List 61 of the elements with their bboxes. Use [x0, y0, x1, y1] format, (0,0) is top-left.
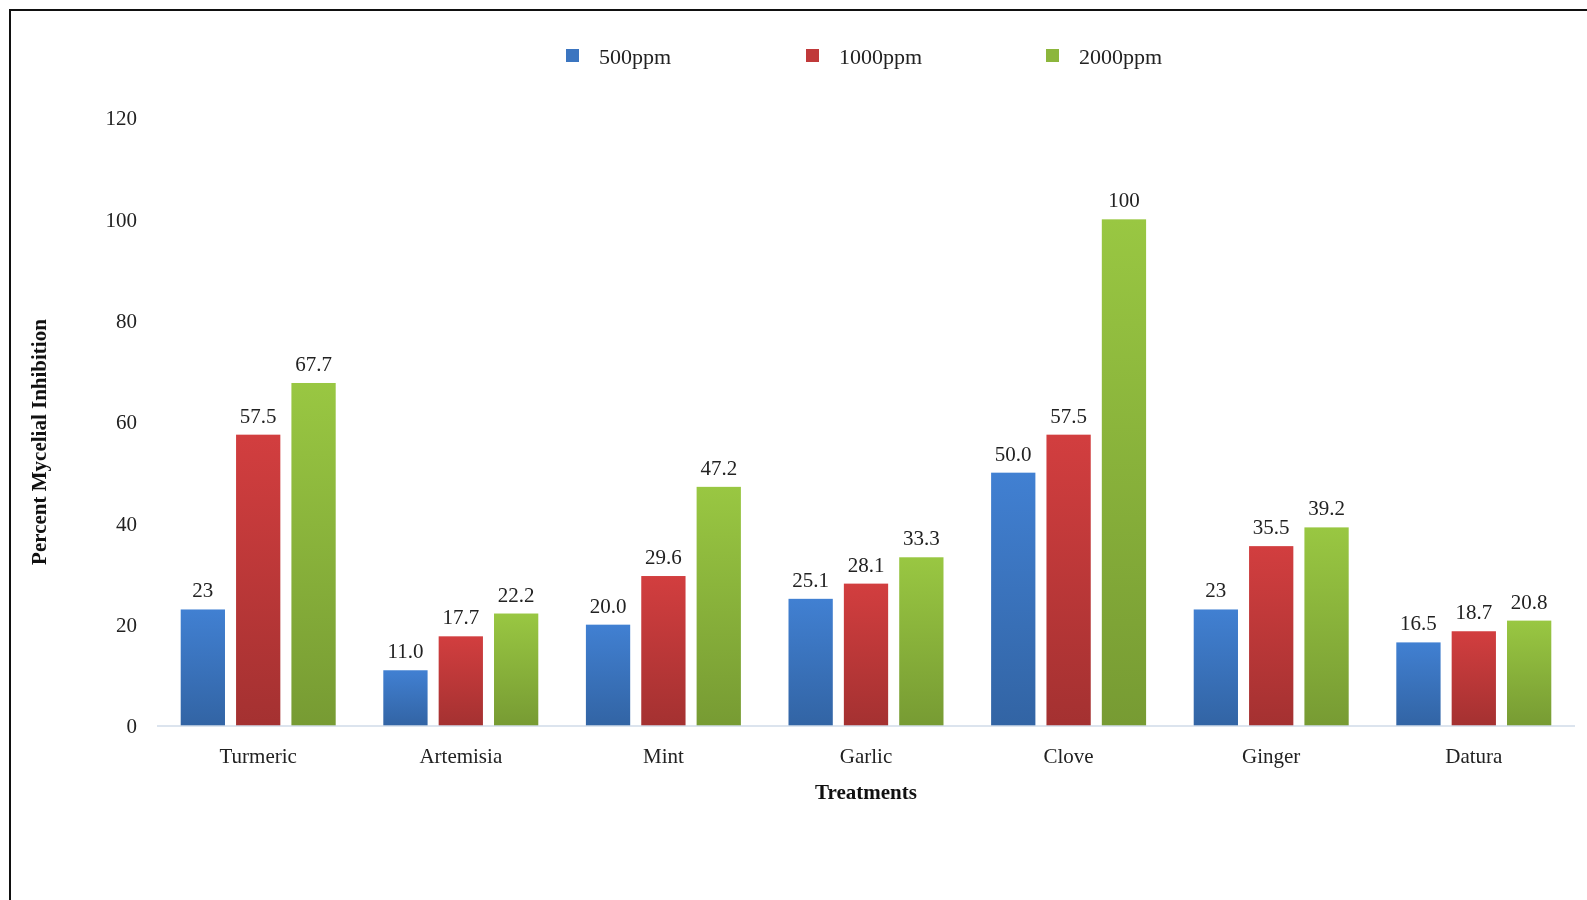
- bar: [1396, 642, 1441, 726]
- y-tick-label: 120: [105, 106, 137, 131]
- x-tick-label: Garlic: [839, 744, 893, 768]
- data-label: 17.7: [442, 605, 480, 630]
- bar: [899, 557, 944, 726]
- bar: [438, 636, 483, 726]
- data-label: 22.2: [497, 582, 535, 607]
- bar: [585, 624, 631, 726]
- bar: [1507, 620, 1552, 726]
- data-label: 20.8: [1510, 589, 1548, 614]
- bar: [991, 472, 1036, 726]
- y-tick-label: 0: [126, 714, 137, 739]
- bar: [236, 434, 281, 726]
- bar: [1304, 527, 1349, 726]
- bar: [180, 609, 225, 726]
- x-tick-label: Artemisia: [419, 744, 503, 768]
- data-label: 50.0: [994, 441, 1032, 466]
- bar: [641, 576, 686, 726]
- y-tick-label: 40: [116, 511, 137, 536]
- legend-label: 500ppm: [599, 43, 672, 69]
- bar: [494, 613, 539, 726]
- data-label: 100: [1108, 188, 1140, 213]
- data-label: 25.1: [792, 567, 830, 592]
- data-label: 28.1: [847, 552, 885, 577]
- data-label: 16.5: [1400, 611, 1437, 636]
- x-tick-label: Turmeric: [219, 744, 297, 768]
- x-tick-label: Ginger: [1242, 744, 1301, 768]
- data-label: 33.3: [902, 526, 940, 551]
- bar: [291, 382, 336, 726]
- y-tick-label: 80: [116, 309, 137, 334]
- data-label: 39.2: [1308, 496, 1345, 521]
- legend-label: 2000ppm: [1079, 43, 1163, 69]
- x-tick-label: Mint: [642, 744, 684, 768]
- bar: [788, 598, 833, 726]
- bar: [1101, 219, 1147, 726]
- data-label: 18.7: [1455, 600, 1493, 625]
- data-label: 23: [1205, 578, 1227, 603]
- data-label: 29.6: [645, 545, 682, 570]
- bar: [1193, 609, 1238, 726]
- bar: [383, 670, 428, 726]
- data-label: 35.5: [1252, 515, 1290, 540]
- data-label: 11.0: [387, 639, 424, 664]
- data-label: 23: [192, 578, 214, 603]
- bar: [1451, 631, 1496, 726]
- bar: [843, 583, 889, 726]
- data-label: 47.2: [700, 455, 738, 480]
- y-tick-label: 60: [116, 410, 137, 435]
- y-tick-label: 20: [116, 613, 137, 638]
- bar: [696, 486, 741, 726]
- x-tick-label: Datura: [1445, 744, 1504, 768]
- bar: [1046, 434, 1091, 726]
- data-label: 67.7: [295, 351, 332, 376]
- bar: [1249, 546, 1294, 726]
- data-label: 57.5: [1050, 403, 1087, 428]
- data-label: 20.0: [589, 593, 627, 618]
- data-label: 57.5: [239, 403, 277, 428]
- x-tick-label: Clove: [1043, 744, 1094, 768]
- x-axis-title: Treatments: [815, 780, 917, 804]
- y-axis-title: Percent Mycelial Inhibition: [27, 318, 51, 565]
- y-tick-label: 100: [105, 207, 137, 232]
- legend-label: 1000ppm: [839, 43, 923, 69]
